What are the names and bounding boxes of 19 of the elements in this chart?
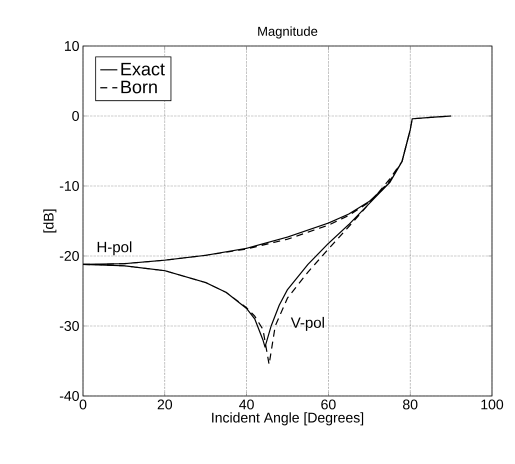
y-tick-label: 10 xyxy=(64,41,79,51)
x-tick-label: 60 xyxy=(321,400,336,410)
legend-label: Exact xyxy=(121,62,165,76)
y-tick-label: 0 xyxy=(72,111,79,121)
annotation: H-pol xyxy=(98,241,132,256)
x-tick-label: 20 xyxy=(158,400,172,410)
y-axis-title: [dB] xyxy=(43,210,56,232)
y-tick-label: -40 xyxy=(60,391,79,401)
y-tick-label: -20 xyxy=(60,251,79,261)
y-tick-label: -10 xyxy=(60,181,79,191)
legend-label: Born xyxy=(121,80,157,94)
x-tick-label: 40 xyxy=(239,400,254,410)
chart-title: Magnitude xyxy=(258,26,318,38)
x-tick-label: 80 xyxy=(403,400,418,410)
x-tick-label: 100 xyxy=(481,400,504,410)
y-tick-label: -30 xyxy=(60,321,79,331)
annotation: V-pol xyxy=(290,316,324,331)
x-tick-label: 0 xyxy=(80,400,86,410)
x-axis-title: Incident Angle [Degrees] xyxy=(212,412,364,426)
